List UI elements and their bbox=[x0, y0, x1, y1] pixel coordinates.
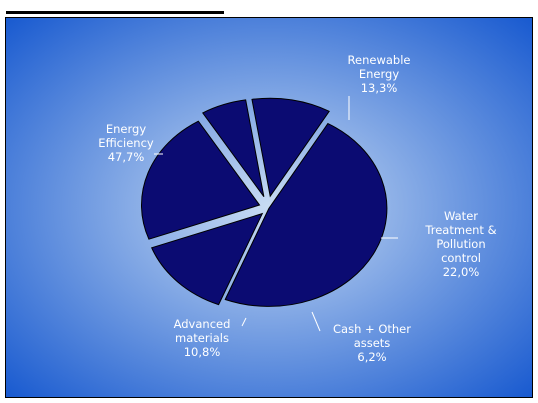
chart-frame: Energy Efficiency 47,7% Renewable Energy 13,3… bbox=[5, 17, 533, 398]
slice-labels: Energy Efficiency 47,7%Renewable Energy 13,3… bbox=[98, 53, 496, 364]
pie-slice-cash-other-assets bbox=[202, 99, 265, 198]
slice-category-label: Efficiency bbox=[98, 136, 154, 150]
header-rule bbox=[6, 11, 224, 14]
slice-value-label: 47,7% bbox=[108, 150, 145, 164]
leader-line bbox=[311, 311, 321, 332]
slice-category-label: Renewable bbox=[348, 53, 411, 67]
slice-category-label: Energy bbox=[106, 122, 146, 136]
slice-category-label: Energy bbox=[359, 67, 399, 81]
slice-value-label: 22,0% bbox=[443, 265, 480, 279]
slice-category-label: assets bbox=[354, 336, 391, 350]
slice-label: Water Treatment & Pollution control 22,0% bbox=[424, 209, 496, 279]
pie-slice-advanced-materials bbox=[251, 97, 330, 198]
slice-category-label: materials bbox=[175, 331, 229, 345]
slice-category-label: Water bbox=[444, 209, 478, 223]
pie-slice-water-treatment-pollution-control bbox=[141, 120, 261, 240]
slice-category-label: control bbox=[441, 251, 481, 265]
pie-slice-energy-efficiency bbox=[224, 122, 388, 307]
slice-label: Cash + Other assets 6,2% bbox=[333, 322, 411, 364]
pie-chart: Energy Efficiency 47,7%Renewable Energy 13,3… bbox=[6, 18, 532, 397]
slice-value-label: 6,2% bbox=[357, 350, 386, 364]
slice-value-label: 10,8% bbox=[184, 345, 221, 359]
label-leader-lines bbox=[154, 96, 398, 332]
slice-label: Advanced materials 10,8% bbox=[174, 317, 231, 359]
slice-category-label: Cash + Other bbox=[333, 322, 411, 336]
slice-category-label: Advanced bbox=[174, 317, 231, 331]
slice-category-label: Pollution bbox=[436, 237, 485, 251]
slice-value-label: 13,3% bbox=[361, 81, 398, 95]
pie-slices bbox=[141, 97, 388, 307]
pie-slice-renewable-energy bbox=[150, 212, 264, 306]
slice-label: Energy Efficiency 47,7% bbox=[98, 122, 154, 164]
leader-line bbox=[241, 317, 247, 327]
slice-label: Renewable Energy 13,3% bbox=[348, 53, 411, 95]
slice-category-label: Treatment & bbox=[424, 223, 496, 237]
